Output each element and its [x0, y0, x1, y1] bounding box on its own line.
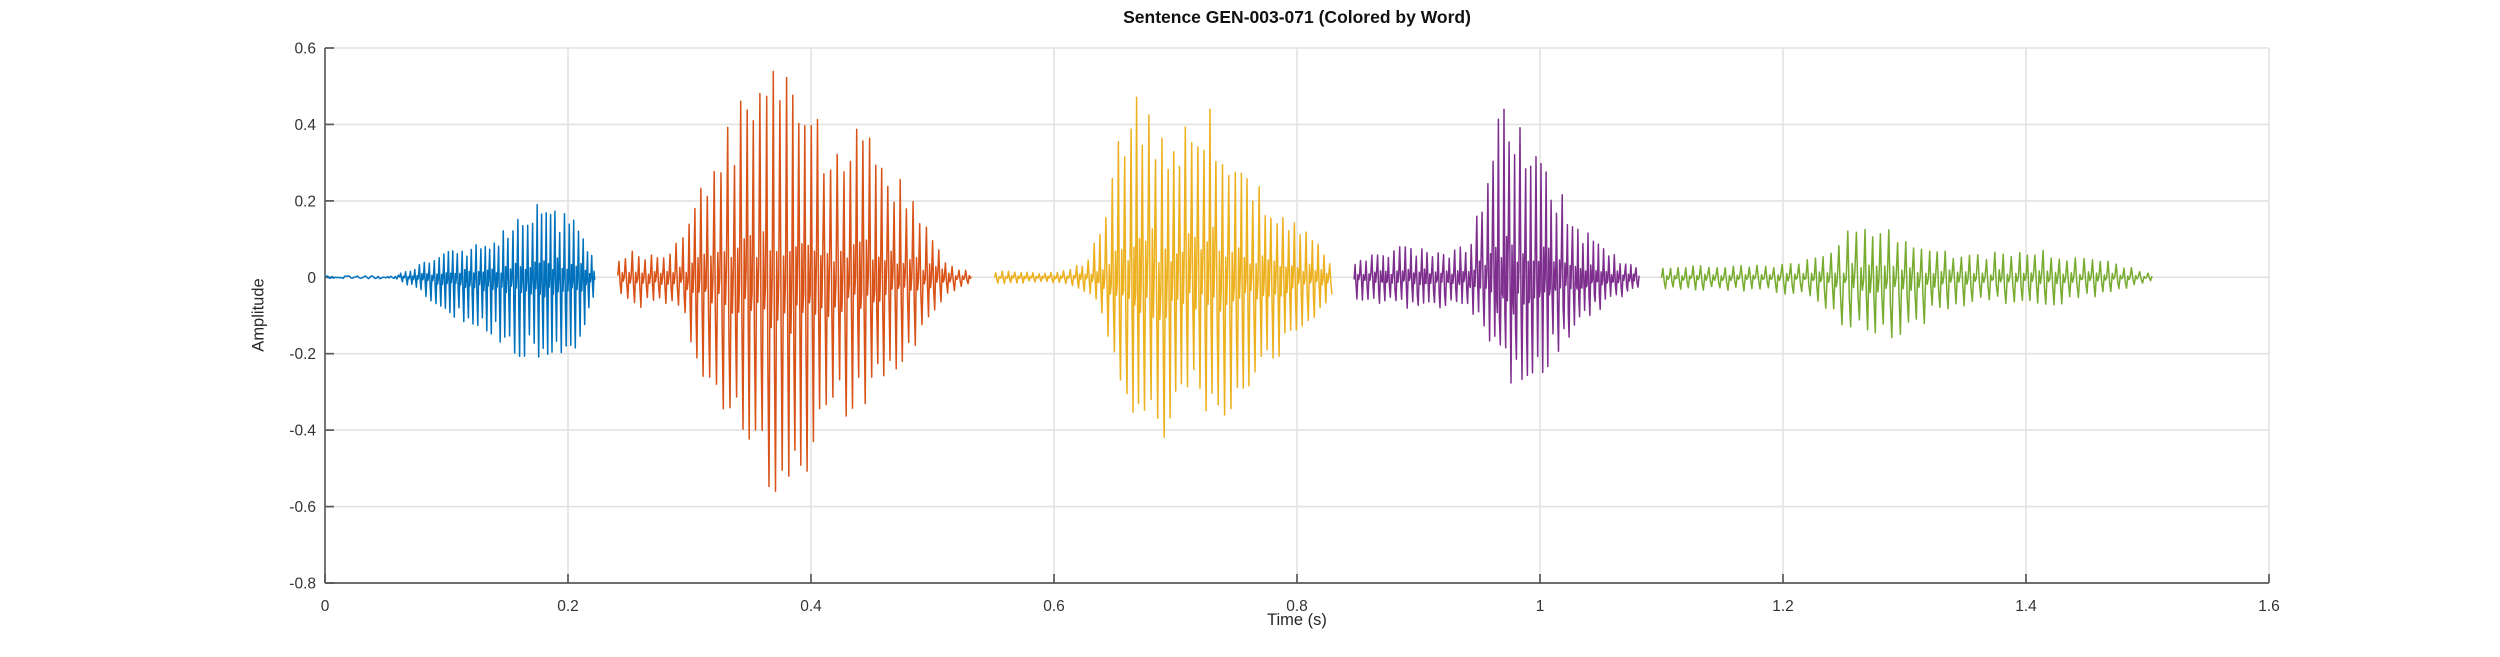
- y-tick-label: -0.8: [289, 576, 316, 593]
- x-tick-label: 0.2: [557, 598, 579, 615]
- waveform-word-3: [993, 96, 1333, 439]
- waveform-word-2: [617, 70, 972, 493]
- chart-title: Sentence GEN-003-071 (Colored by Word): [1123, 7, 1471, 27]
- y-tick-label: -0.2: [289, 346, 316, 363]
- y-tick-label: 0.2: [294, 193, 316, 210]
- x-tick-label: 0: [321, 598, 330, 615]
- waveform-word-4: [1353, 108, 1640, 384]
- x-tick-label: 0.4: [800, 598, 822, 615]
- y-tick-label: 0.6: [294, 41, 316, 58]
- x-tick-label: 0.8: [1286, 598, 1308, 615]
- y-axis-label: Amplitude: [249, 278, 268, 352]
- x-tick-label: 1.4: [2015, 598, 2037, 615]
- y-tick-label: 0: [307, 270, 316, 287]
- waveform-word-5: [1660, 228, 2153, 339]
- x-tick-label: 0.6: [1043, 598, 1065, 615]
- x-axis-label: Time (s): [1267, 611, 1327, 629]
- y-tick-label: 0.4: [294, 117, 316, 134]
- waveform-word-1: [324, 203, 596, 358]
- x-tick-label: 1: [1536, 598, 1545, 615]
- y-tick-label: -0.6: [289, 499, 316, 516]
- x-tick-label: 1.2: [1772, 598, 1794, 615]
- x-tick-label: 1.6: [2258, 598, 2280, 615]
- y-tick-label: -0.4: [289, 423, 316, 440]
